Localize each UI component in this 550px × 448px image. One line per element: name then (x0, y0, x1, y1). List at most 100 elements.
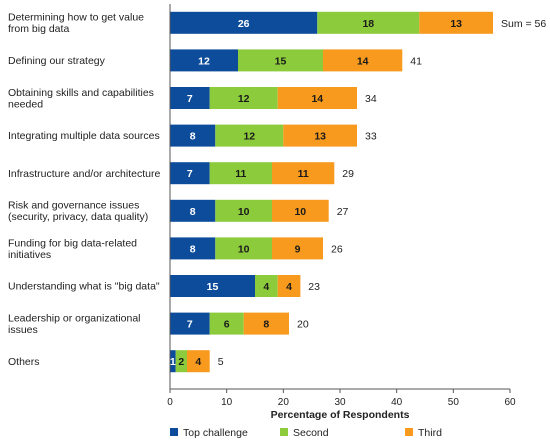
bar-value-label: 8 (190, 206, 196, 218)
bar-value-label: 26 (238, 18, 250, 30)
bar-segment (243, 312, 289, 335)
category-label: Infrastructure and/or architecture (8, 168, 160, 180)
legend-swatch (280, 428, 288, 436)
bar-segment (170, 199, 216, 222)
bar-value-label: 2 (178, 356, 184, 368)
bar-segment (255, 275, 278, 297)
category-label-line: Risk and governance issues (8, 200, 139, 212)
category-label-line: Integrating multiple data sources (8, 130, 160, 142)
bar-value-label: 14 (311, 93, 323, 105)
bar-value-label: 12 (198, 55, 210, 67)
category-label: Obtaining skills and capabilities needed (8, 87, 154, 111)
category-label-line: Defining our strategy (8, 55, 106, 67)
bar-value-label: 4 (263, 281, 269, 293)
bar-value-label: 18 (362, 18, 374, 30)
bar-total-label: 33 (365, 131, 377, 143)
bar-value-label: 9 (295, 243, 301, 255)
bar-segment (170, 124, 216, 147)
bar-value-label: 1 (170, 356, 176, 368)
x-tick-label: 10 (221, 397, 233, 408)
x-tick-label: 60 (504, 397, 516, 408)
x-tick-label: 40 (391, 397, 403, 408)
bar-value-label: 4 (195, 356, 201, 368)
x-axis-title: Percentage of Respondents (271, 409, 410, 421)
bar-segment (209, 312, 244, 335)
bar-segment (170, 87, 210, 109)
bar-value-label: 15 (207, 281, 219, 293)
category-label: Risk and governance issues (security, pri… (8, 200, 148, 224)
category-label-line: Others (8, 356, 40, 368)
category-label-line: issues (8, 324, 38, 336)
bar-value-label: 8 (190, 131, 196, 143)
bar-segment (170, 312, 210, 335)
x-tick-label: 0 (167, 397, 173, 408)
bar-segment (215, 237, 272, 260)
bar-segment (272, 199, 329, 222)
bar-segment (323, 49, 403, 72)
x-tick-label: 50 (448, 397, 460, 408)
bar-value-label: 11 (235, 168, 246, 180)
bar-value-label: 6 (224, 319, 230, 331)
bar-segment (170, 11, 318, 34)
bar-value-label: 7 (187, 93, 193, 105)
bar-segment (170, 49, 238, 72)
bar-segment (209, 87, 278, 109)
bar-total-label: Sum = 56 (501, 18, 546, 30)
bar-segment (170, 162, 210, 185)
bar-value-label: 12 (243, 131, 255, 143)
category-label-line: Determining how to get value (8, 12, 144, 24)
bar-segment (215, 199, 272, 222)
bar-total-label: 20 (297, 319, 309, 331)
bar-segment (170, 350, 176, 373)
bar-value-label: 11 (298, 168, 309, 180)
bar-total-label: 5 (218, 356, 224, 368)
category-label: Understanding what is "big data" (8, 281, 160, 293)
category-label-line: Obtaining skills and capabilities (8, 87, 154, 99)
bar-segment (187, 350, 210, 373)
bar-value-label: 12 (238, 93, 250, 105)
category-label: Funding for big data-related initiatives (8, 237, 137, 260)
bar-value-label: 10 (238, 243, 250, 255)
bar-segment (272, 237, 323, 260)
category-label-line: Leadership or organizational (8, 313, 141, 325)
bar-value-label: 13 (314, 131, 326, 143)
bar-value-label: 8 (190, 243, 196, 255)
category-label: Determining how to get value from big dat… (8, 12, 144, 36)
bar-value-label: 10 (238, 206, 250, 218)
bar-segment (215, 124, 284, 147)
bar-segment (419, 11, 493, 34)
bar-segment (175, 350, 187, 373)
bar-total-label: 27 (337, 206, 349, 218)
bar-value-label: 15 (275, 55, 287, 67)
bar-segment (277, 87, 357, 109)
bar-value-label: 13 (450, 18, 462, 30)
category-label-line: needed (8, 98, 43, 110)
category-label-line: from big data (8, 23, 69, 35)
bar-value-label: 4 (286, 281, 292, 293)
category-label: Leadership or organizational issues (8, 313, 141, 337)
legend-swatch (170, 428, 178, 436)
category-label-line: (security, privacy, data quality) (8, 211, 148, 223)
bar-segment (277, 275, 301, 297)
category-label-line: Understanding what is "big data" (8, 281, 160, 293)
legend-label: Second (293, 427, 329, 439)
bar-total-label: 34 (365, 93, 377, 105)
legend-label: Top challenge (183, 427, 248, 439)
bar-total-label: 41 (410, 55, 422, 67)
bar-value-label: 10 (294, 206, 306, 218)
x-tick-label: 20 (278, 397, 290, 408)
category-label-line: Infrastructure and/or architecture (8, 168, 160, 180)
legend-swatch (405, 428, 413, 436)
bar-value-label: 7 (187, 319, 193, 331)
category-label: Integrating multiple data sources (8, 130, 160, 142)
bar-segment (238, 49, 323, 72)
bar-value-label: 8 (263, 319, 269, 331)
bar-segment (170, 275, 255, 297)
bar-value-label: 14 (357, 55, 369, 67)
category-label-line: initiatives (8, 249, 51, 261)
bar-segment (209, 162, 272, 185)
category-label-line: Funding for big data-related (8, 237, 137, 249)
